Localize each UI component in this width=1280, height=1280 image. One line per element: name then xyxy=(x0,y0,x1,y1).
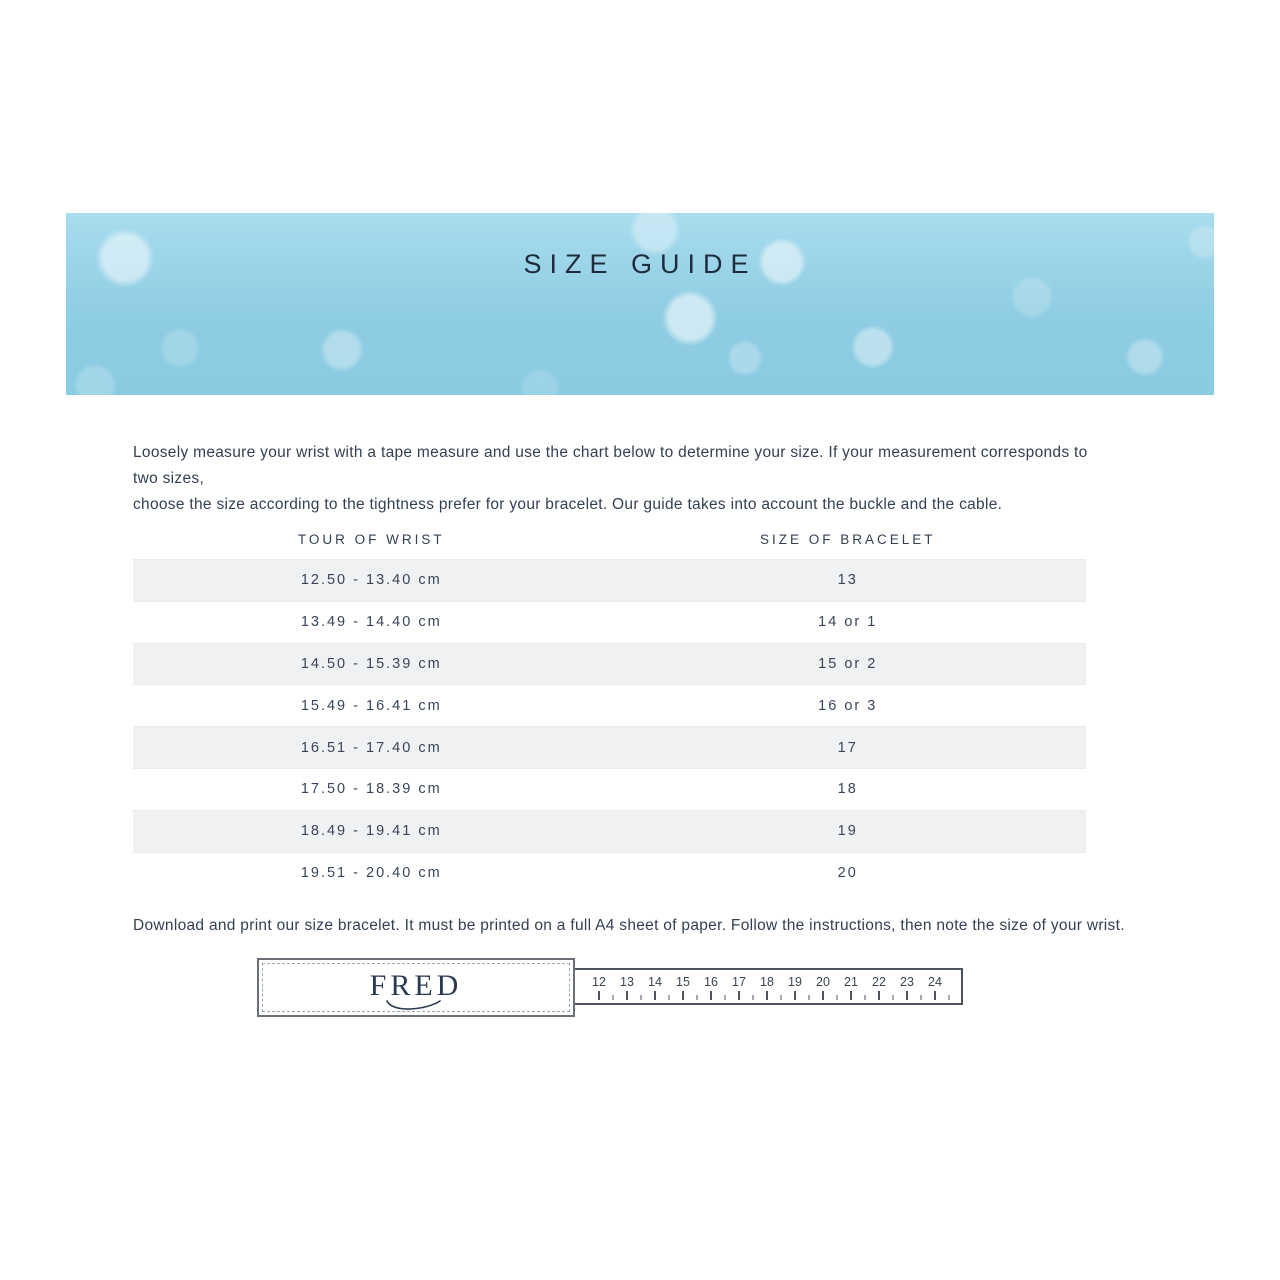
wrist-range-cell: 13.49 - 14.40 cm xyxy=(300,614,442,631)
major-tick xyxy=(626,991,628,1000)
minor-tick xyxy=(640,995,642,1000)
ruler-mark: 18 xyxy=(753,970,782,1003)
minor-tick xyxy=(696,995,698,1000)
ruler-mark: 13 xyxy=(613,970,642,1003)
ruler-mark: 23 xyxy=(893,970,922,1003)
bracelet-size-cell: 14 or 1 xyxy=(818,614,878,631)
major-tick xyxy=(934,991,936,1000)
wrist-range-cell: 14.50 - 15.39 cm xyxy=(300,655,442,672)
ruler-number: 20 xyxy=(816,975,830,989)
major-tick xyxy=(682,991,684,1000)
bracelet-size-cell: 19 xyxy=(837,823,858,840)
ruler-scale: 12 13 14 15 16 17 18 19 20 21 22 23 24 xyxy=(585,970,950,1003)
wrist-range-cell: 19.51 - 20.40 cm xyxy=(300,864,442,881)
column-header-wrist: TOUR OF WRIST xyxy=(297,532,445,547)
download-instructions: Download and print our size bracelet. It… xyxy=(133,917,1125,934)
wrist-range-cell: 16.51 - 17.40 cm xyxy=(300,739,442,756)
major-tick xyxy=(710,991,712,1000)
ruler-number: 21 xyxy=(844,975,858,989)
ruler-number: 13 xyxy=(620,975,634,989)
wrist-range-cell: 18.49 - 19.41 cm xyxy=(300,823,442,840)
ruler-strip: 12 13 14 15 16 17 18 19 20 21 22 23 24 xyxy=(573,968,963,1005)
ruler-number: 19 xyxy=(788,975,802,989)
bracelet-size-cell: 15 or 2 xyxy=(818,655,878,672)
table-row: 16.51 - 17.40 cm 17 xyxy=(133,726,1086,768)
bracelet-size-cell: 16 or 3 xyxy=(818,697,878,714)
wrist-range-cell: 15.49 - 16.41 cm xyxy=(300,697,442,714)
ruler-number: 12 xyxy=(592,975,606,989)
table-row: 12.50 - 13.40 cm 13 xyxy=(133,559,1086,601)
ruler-mark: 17 xyxy=(725,970,754,1003)
major-tick xyxy=(850,991,852,1000)
ruler-mark: 14 xyxy=(641,970,670,1003)
wrist-range-cell: 17.50 - 18.39 cm xyxy=(300,781,442,798)
major-tick xyxy=(654,991,656,1000)
ruler-mark: 19 xyxy=(781,970,810,1003)
major-tick xyxy=(878,991,880,1000)
intro-line-2: choose the size according to the tightne… xyxy=(133,496,1003,513)
page-title: SIZE GUIDE xyxy=(523,249,757,279)
major-tick xyxy=(794,991,796,1000)
ruler-number: 23 xyxy=(900,975,914,989)
ruler-number: 15 xyxy=(676,975,690,989)
ruler-mark: 12 xyxy=(585,970,614,1003)
bracelet-size-cell: 13 xyxy=(837,572,858,589)
wrist-range-cell: 12.50 - 13.40 cm xyxy=(300,572,442,589)
ruler-mark: 15 xyxy=(669,970,698,1003)
ruler-number: 22 xyxy=(872,975,886,989)
ruler-number: 16 xyxy=(704,975,718,989)
brand-box-inner: FRED xyxy=(262,963,570,1012)
table-row: 14.50 - 15.39 cm 15 or 2 xyxy=(133,642,1086,685)
brand-box: FRED xyxy=(257,958,575,1017)
ruler-number: 24 xyxy=(928,975,942,989)
minor-tick xyxy=(780,995,782,1000)
banner: SIZE GUIDE xyxy=(66,213,1214,395)
column-header-bracelet: SIZE OF BRACELET xyxy=(759,532,936,547)
major-tick xyxy=(738,991,740,1000)
intro-line-1: Loosely measure your wrist with a tape m… xyxy=(133,444,1088,487)
table-row: 13.49 - 14.40 cm 14 or 1 xyxy=(133,600,1086,643)
ruler-mark: 24 xyxy=(921,970,950,1003)
intro-text: Loosely measure your wrist with a tape m… xyxy=(133,440,1098,518)
bracelet-size-cell: 18 xyxy=(837,781,858,798)
major-tick xyxy=(906,991,908,1000)
ruler-number: 14 xyxy=(648,975,662,989)
bracelet-size-cell: 17 xyxy=(837,739,858,756)
ruler-number: 18 xyxy=(760,975,774,989)
ruler-mark: 21 xyxy=(837,970,866,1003)
ruler-mark: 22 xyxy=(865,970,894,1003)
table-row: 15.49 - 16.41 cm 16 or 3 xyxy=(133,684,1086,727)
table-row: 18.49 - 19.41 cm 19 xyxy=(133,809,1086,852)
minor-tick xyxy=(864,995,866,1000)
table-row: 19.51 - 20.40 cm 20 xyxy=(133,851,1086,894)
size-table-body: 12.50 - 13.40 cm 13 13.49 - 14.40 cm 14 or … xyxy=(133,559,1086,894)
minor-tick xyxy=(612,995,614,1000)
minor-tick xyxy=(920,995,922,1000)
ruler-number: 17 xyxy=(732,975,746,989)
minor-tick xyxy=(836,995,838,1000)
fred-logo: FRED xyxy=(369,968,463,1002)
bracelet-size-cell: 20 xyxy=(837,864,858,881)
minor-tick xyxy=(948,995,950,1000)
minor-tick xyxy=(668,995,670,1000)
table-header: TOUR OF WRIST SIZE OF BRACELET xyxy=(133,521,1086,558)
ruler-mark: 20 xyxy=(809,970,838,1003)
fred-logo-swash xyxy=(386,1000,441,1010)
major-tick xyxy=(598,991,600,1000)
major-tick xyxy=(766,991,768,1000)
ruler-graphic: 12 13 14 15 16 17 18 19 20 21 22 23 24 FRED xyxy=(257,958,965,1018)
major-tick xyxy=(822,991,824,1000)
minor-tick xyxy=(724,995,726,1000)
ruler-mark: 16 xyxy=(697,970,726,1003)
minor-tick xyxy=(752,995,754,1000)
minor-tick xyxy=(808,995,810,1000)
minor-tick xyxy=(892,995,894,1000)
table-row: 17.50 - 18.39 cm 18 xyxy=(133,767,1086,810)
